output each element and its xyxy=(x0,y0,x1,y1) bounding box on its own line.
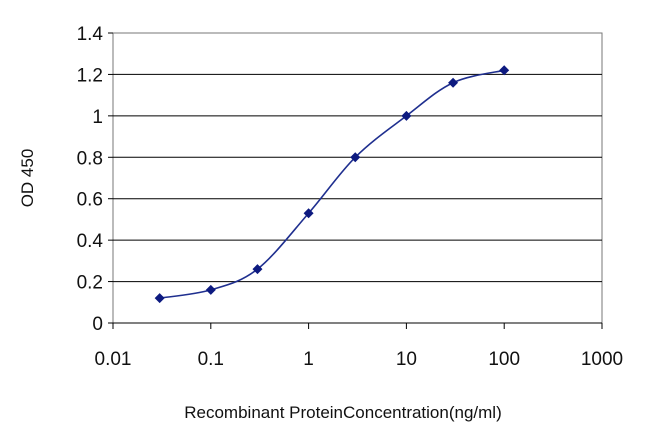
y-tick-label: 1.4 xyxy=(77,24,104,45)
y-axis: 0 0.2 0.4 0.6 0.8 1 1.2 1.4 xyxy=(77,24,113,335)
data-point xyxy=(205,284,216,295)
gridlines xyxy=(113,73,602,283)
data-point xyxy=(303,208,314,219)
y-axis-title: OD 450 xyxy=(18,149,37,208)
series-line xyxy=(159,69,505,299)
data-point xyxy=(350,152,361,163)
x-axis-title: Recombinant ProteinConcentration(ng/ml) xyxy=(184,403,502,422)
x-tick-label: 10 xyxy=(396,349,417,370)
data-series xyxy=(154,65,510,304)
y-tick-label: 0.6 xyxy=(77,190,103,211)
y-tick-label: 1 xyxy=(92,107,103,128)
x-axis: 0.01 0.1 1 10 100 1000 xyxy=(95,322,623,370)
y-tick-label: 0.2 xyxy=(77,273,103,294)
y-tick-label: 0 xyxy=(92,314,103,335)
data-point xyxy=(252,264,263,275)
data-point xyxy=(499,65,510,76)
data-point xyxy=(401,110,412,121)
y-tick-label: 0.4 xyxy=(77,231,104,252)
x-tick-label: 100 xyxy=(488,349,520,370)
x-tick-label: 1000 xyxy=(581,349,623,370)
plot-area xyxy=(112,32,603,324)
x-tick-label: 0.01 xyxy=(95,349,132,370)
x-tick-label: 1 xyxy=(303,349,314,370)
x-tick-label: 0.1 xyxy=(198,349,224,370)
y-tick-label: 1.2 xyxy=(77,65,103,86)
data-point xyxy=(154,293,165,304)
data-point xyxy=(448,77,459,88)
y-tick-label: 0.8 xyxy=(77,148,103,169)
